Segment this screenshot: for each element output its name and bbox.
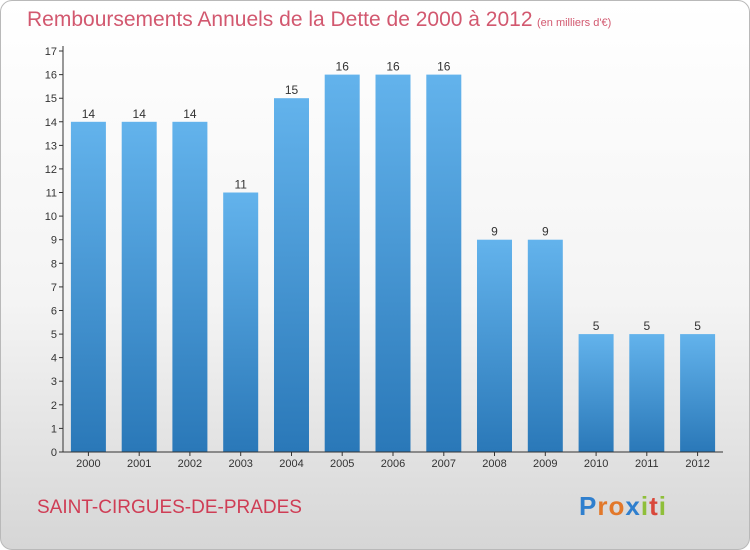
y-tick-label-9: 9: [51, 235, 57, 247]
y-tick-label-6: 6: [51, 306, 57, 318]
data-label-2004: 15: [285, 83, 299, 97]
bar-2012: [680, 334, 716, 452]
y-tick-label-4: 4: [51, 353, 57, 365]
bar-2011: [629, 334, 665, 452]
logo-letter: P: [579, 491, 598, 521]
y-tick-label-11: 11: [46, 188, 57, 200]
data-label-2005: 16: [336, 60, 350, 74]
logo-letter: x: [625, 491, 641, 521]
y-tick-label-7: 7: [51, 282, 57, 294]
y-tick-label-10: 10: [45, 211, 57, 223]
bar-2002: [172, 121, 208, 453]
chart-subtitle: (en milliers d'€): [537, 17, 612, 29]
x-tick-label-2010: 2010: [584, 458, 608, 470]
y-tick-label-5: 5: [51, 329, 57, 341]
bar-2003: [223, 192, 259, 452]
x-tick-label-2009: 2009: [533, 458, 557, 470]
y-tick-label-17: 17: [45, 46, 57, 58]
logo-letter: o: [608, 491, 626, 521]
data-label-2011: 5: [643, 319, 650, 333]
proxiti-logo: Proxiti: [579, 491, 667, 522]
y-tick-label-14: 14: [45, 117, 57, 129]
bar-2006: [375, 74, 411, 452]
bar-2005: [324, 74, 360, 452]
y-tick-label-15: 15: [45, 93, 57, 105]
y-tick-label-16: 16: [45, 70, 57, 82]
data-label-2012: 5: [694, 319, 701, 333]
data-label-2003: 11: [234, 178, 247, 192]
bars-layer: 14 14 14 11 15 16 16 16 9 9 5 5 5: [70, 60, 716, 453]
bar-2004: [274, 98, 309, 452]
location-name: SAINT-CIRGUES-DE-PRADES: [37, 497, 302, 518]
x-tick-label-2012: 2012: [685, 458, 709, 470]
x-tick-label-2005: 2005: [330, 458, 354, 470]
y-tick-label-1: 1: [51, 423, 57, 435]
chart-title: Remboursements Annuels de la Dette de 20…: [27, 8, 533, 31]
logo-letter: i: [658, 491, 667, 521]
x-tick-label-2006: 2006: [381, 458, 405, 470]
x-tick-label-2003: 2003: [228, 458, 252, 470]
x-tick-label-2007: 2007: [432, 458, 456, 470]
data-label-2006: 16: [386, 60, 400, 74]
y-tick-label-13: 13: [45, 140, 57, 152]
data-label-2010: 5: [593, 319, 600, 333]
x-tick-label-2008: 2008: [482, 458, 506, 470]
x-tick-label-2000: 2000: [76, 458, 100, 470]
bar-2000: [70, 121, 106, 453]
axes-layer: 2000 2001 2002 2003 2004 2005 2006 2007 2008 2009…: [45, 46, 723, 470]
data-label-2002: 14: [183, 107, 197, 121]
x-tick-label-2004: 2004: [279, 458, 303, 470]
logo-letter: i: [640, 491, 650, 521]
data-label-2009: 9: [542, 225, 549, 239]
bar-2008: [477, 239, 512, 452]
bar-2007: [426, 74, 462, 452]
data-label-2007: 16: [437, 60, 451, 74]
bar-2001: [121, 121, 157, 453]
y-tick-label-12: 12: [45, 164, 57, 176]
y-tick-label-2: 2: [51, 400, 57, 412]
x-tick-label-2011: 2011: [635, 458, 659, 470]
y-tick-label-8: 8: [51, 258, 57, 270]
data-label-2001: 14: [133, 107, 147, 121]
bar-2009: [527, 239, 563, 452]
y-tick-label-3: 3: [51, 376, 57, 388]
data-label-2000: 14: [82, 107, 96, 121]
x-tick-label-2001: 2001: [127, 458, 151, 470]
bar-2010: [578, 334, 614, 452]
logo-letter: t: [649, 491, 659, 521]
y-tick-label-0: 0: [51, 447, 57, 459]
logo-letter: r: [597, 491, 609, 521]
data-label-2008: 9: [491, 225, 498, 239]
x-tick-label-2002: 2002: [178, 458, 202, 470]
